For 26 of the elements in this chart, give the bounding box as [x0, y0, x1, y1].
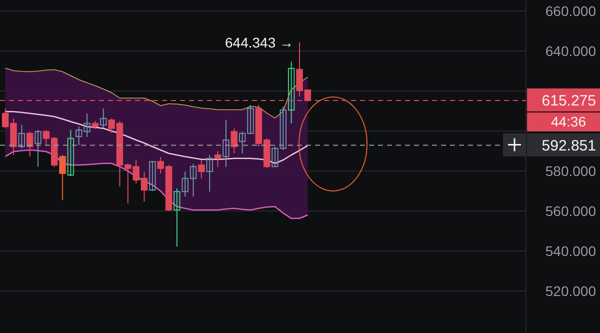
y-tick-label: 520.000: [545, 283, 596, 299]
y-tick-label: 640.000: [545, 43, 596, 59]
y-tick-label: 560.000: [545, 203, 596, 219]
text: 44:36: [550, 113, 586, 130]
y-tick-label: 660.000: [545, 3, 596, 19]
candlestick: [18, 124, 26, 149]
candlestick: [214, 150, 222, 168]
line-series: [4, 68, 308, 120]
candlestick: [100, 108, 107, 128]
line-series: [4, 149, 308, 220]
annotation: 644.343 →: [225, 34, 294, 50]
candlestick: [230, 128, 238, 154]
candlestick: [206, 154, 213, 192]
candlestick: [222, 120, 230, 168]
ref-line-label: 615.275: [542, 92, 596, 110]
ref-line-label: 592.851: [542, 137, 596, 154]
candlestick: [288, 61, 295, 124]
y-tick-label: 580.000: [545, 163, 596, 179]
candlestick: [67, 130, 74, 176]
candlestick: [149, 161, 156, 192]
candlestick: [59, 154, 66, 200]
candlestick: [34, 130, 42, 168]
candlestick: [198, 160, 205, 179]
y-tick-label: 540.000: [545, 243, 596, 259]
candlestick: [174, 188, 180, 248]
candlestick: [26, 131, 34, 158]
